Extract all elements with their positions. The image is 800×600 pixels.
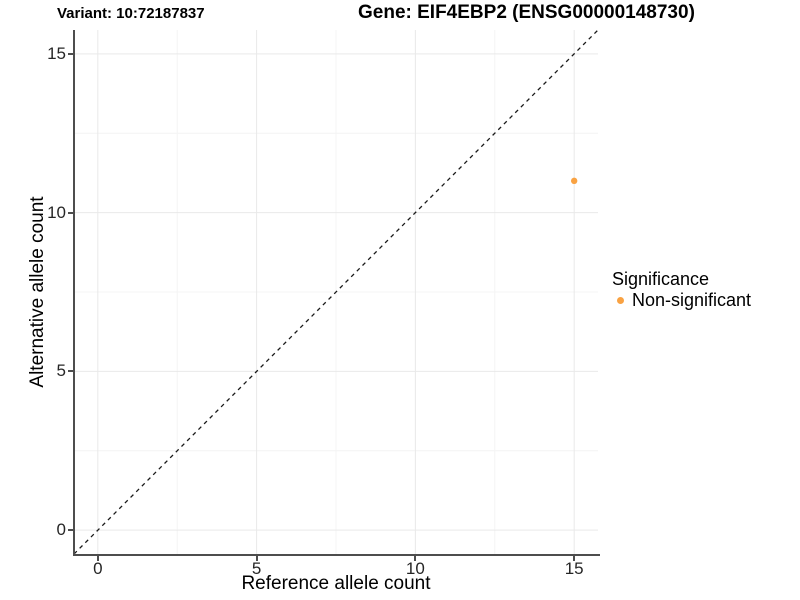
- y-axis-tick-label: 5: [56, 361, 66, 381]
- y-axis-tick-label: 15: [47, 43, 66, 63]
- plot-title-variant: Variant: 10:72187837: [57, 5, 205, 22]
- legend-point-icon: [617, 297, 624, 304]
- y-axis-tick-label: 0: [56, 520, 66, 540]
- y-axis-tick: [68, 52, 73, 55]
- x-axis-tick-label: 5: [251, 559, 262, 578]
- plot-title-gene: Gene: EIF4EBP2 (ENSG00000148730): [358, 2, 695, 23]
- x-axis-tick-label: 15: [564, 559, 584, 578]
- x-axis-line: [73, 554, 600, 556]
- legend-title: Significance: [612, 269, 710, 289]
- legend-item: Non-significant: [612, 290, 751, 311]
- y-axis-tick: [68, 370, 73, 373]
- y-axis-tick: [68, 211, 73, 214]
- x-axis-tick: [96, 556, 99, 561]
- x-axis-tick-label: 10: [405, 559, 425, 578]
- data-point: [570, 177, 578, 185]
- x-axis-tick: [255, 556, 258, 561]
- legend-key: [612, 297, 629, 304]
- y-axis-title: Alternative allele count: [27, 196, 48, 388]
- legend-item-label: Non-significant: [632, 290, 752, 310]
- x-axis-tick-label: 0: [93, 559, 103, 578]
- y-axis-line: [73, 30, 75, 556]
- plot-panel: [74, 30, 598, 554]
- x-axis-title: Reference allele count: [241, 573, 431, 594]
- x-axis-tick: [573, 556, 576, 561]
- y-axis-tick-label: 10: [47, 202, 66, 222]
- identity-line: [74, 30, 598, 554]
- legend: Significance Non-significant: [612, 269, 751, 311]
- x-axis-tick: [414, 556, 417, 561]
- legend-items: Non-significant: [612, 290, 751, 311]
- y-axis-tick: [68, 529, 73, 532]
